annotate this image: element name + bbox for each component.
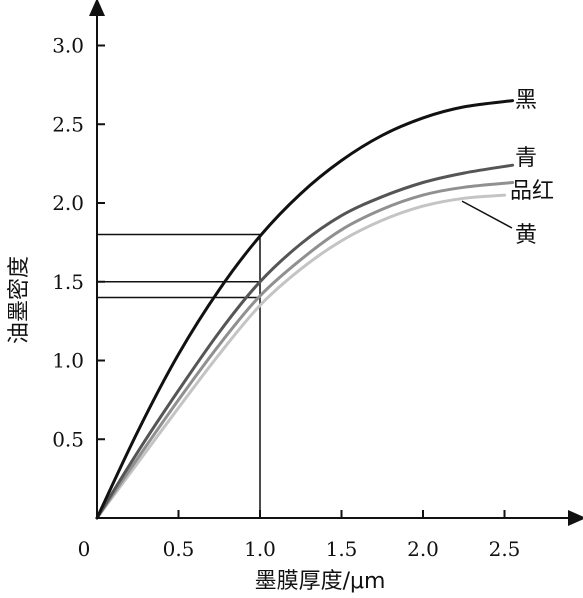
y-tick-label: 2.5 — [52, 112, 84, 136]
series-lines — [95, 99, 515, 520]
series-line-2 — [95, 163, 515, 520]
y-axis-title: 油墨密度 — [7, 256, 32, 344]
series-label: 青 — [515, 146, 537, 171]
x-axis-title: 墨膜厚度/μm — [255, 569, 386, 594]
x-tick-label: 1.0 — [244, 537, 276, 561]
series-label: 黄 — [515, 223, 537, 248]
x-tick-label: 2.5 — [489, 537, 521, 561]
series-label: 黑 — [515, 88, 537, 113]
series-label-leader — [461, 200, 513, 229]
axis-ticks: 0 0.5 1.0 1.5 2.0 2.5 0.5 1.0 1.5 2.0 2.5 3.0 — [52, 34, 520, 562]
y-tick-label: 2.0 — [52, 191, 84, 215]
series-line-1 — [95, 99, 515, 520]
y-tick-label: 1.5 — [52, 270, 84, 294]
y-tick-label: 1.0 — [52, 349, 84, 373]
y-tick-label: 0.5 — [52, 427, 84, 451]
y-tick-label: 3.0 — [52, 34, 84, 58]
x-tick-label: 0.5 — [163, 537, 195, 561]
series-line-3 — [95, 181, 515, 520]
series-line-4 — [95, 193, 506, 520]
x-tick-label: 0 — [78, 537, 91, 561]
x-tick-label: 2.0 — [407, 537, 439, 561]
x-tick-label: 1.5 — [326, 537, 358, 561]
series-label: 品红 — [510, 179, 554, 204]
